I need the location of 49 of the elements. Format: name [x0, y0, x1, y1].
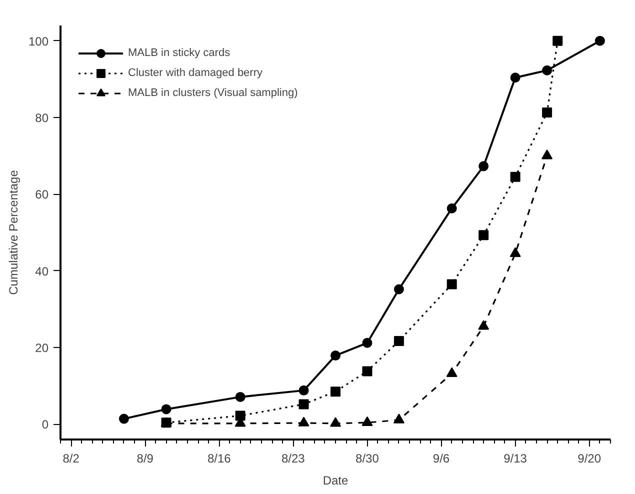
point [298, 399, 309, 410]
point [478, 230, 489, 240]
point [542, 65, 552, 76]
point [330, 350, 340, 361]
point [552, 36, 563, 46]
legend-label: Cluster with damaged berry [128, 67, 263, 79]
point [298, 385, 309, 396]
x-tick-label: 8/16 [207, 452, 232, 466]
x-axis-title: Date [322, 474, 348, 488]
y-tick-label: 80 [35, 111, 49, 125]
y-axis-title: Cumulative Percentage [6, 170, 20, 295]
x-tick-label: 8/30 [356, 452, 380, 466]
point [393, 414, 404, 424]
point [510, 72, 520, 83]
point [446, 367, 458, 377]
legend-label: MALB in clusters (Visual sampling) [128, 87, 298, 99]
legend-label: MALB in sticky cards [128, 47, 230, 59]
point [446, 203, 457, 214]
point [118, 414, 129, 424]
point [478, 320, 490, 330]
point [235, 410, 246, 421]
point [594, 36, 605, 46]
y-tick-label: 100 [28, 34, 49, 48]
point [362, 416, 373, 426]
point [235, 392, 246, 402]
x-tick-label: 8/23 [282, 452, 306, 466]
point [510, 172, 520, 182]
y-tick-label: 20 [35, 341, 49, 355]
point [542, 150, 553, 160]
y-tick-label: 0 [42, 418, 49, 432]
y-tick-label: 40 [35, 264, 49, 278]
x-tick-label: 8/2 [62, 452, 80, 466]
point [446, 279, 457, 290]
point [362, 338, 372, 348]
point [330, 386, 340, 397]
y-tick-label: 60 [35, 188, 49, 202]
point [161, 404, 172, 414]
x-tick-label: 9/13 [504, 452, 528, 466]
point [478, 161, 489, 172]
point [394, 336, 404, 346]
x-tick-label: 9/6 [432, 452, 450, 466]
x-tick-label: 8/9 [136, 452, 154, 466]
point [394, 284, 404, 294]
x-tick-label: 9/20 [578, 452, 602, 466]
point [330, 417, 341, 427]
point [510, 247, 521, 257]
point [298, 416, 310, 426]
point [362, 366, 372, 376]
point [542, 108, 552, 118]
